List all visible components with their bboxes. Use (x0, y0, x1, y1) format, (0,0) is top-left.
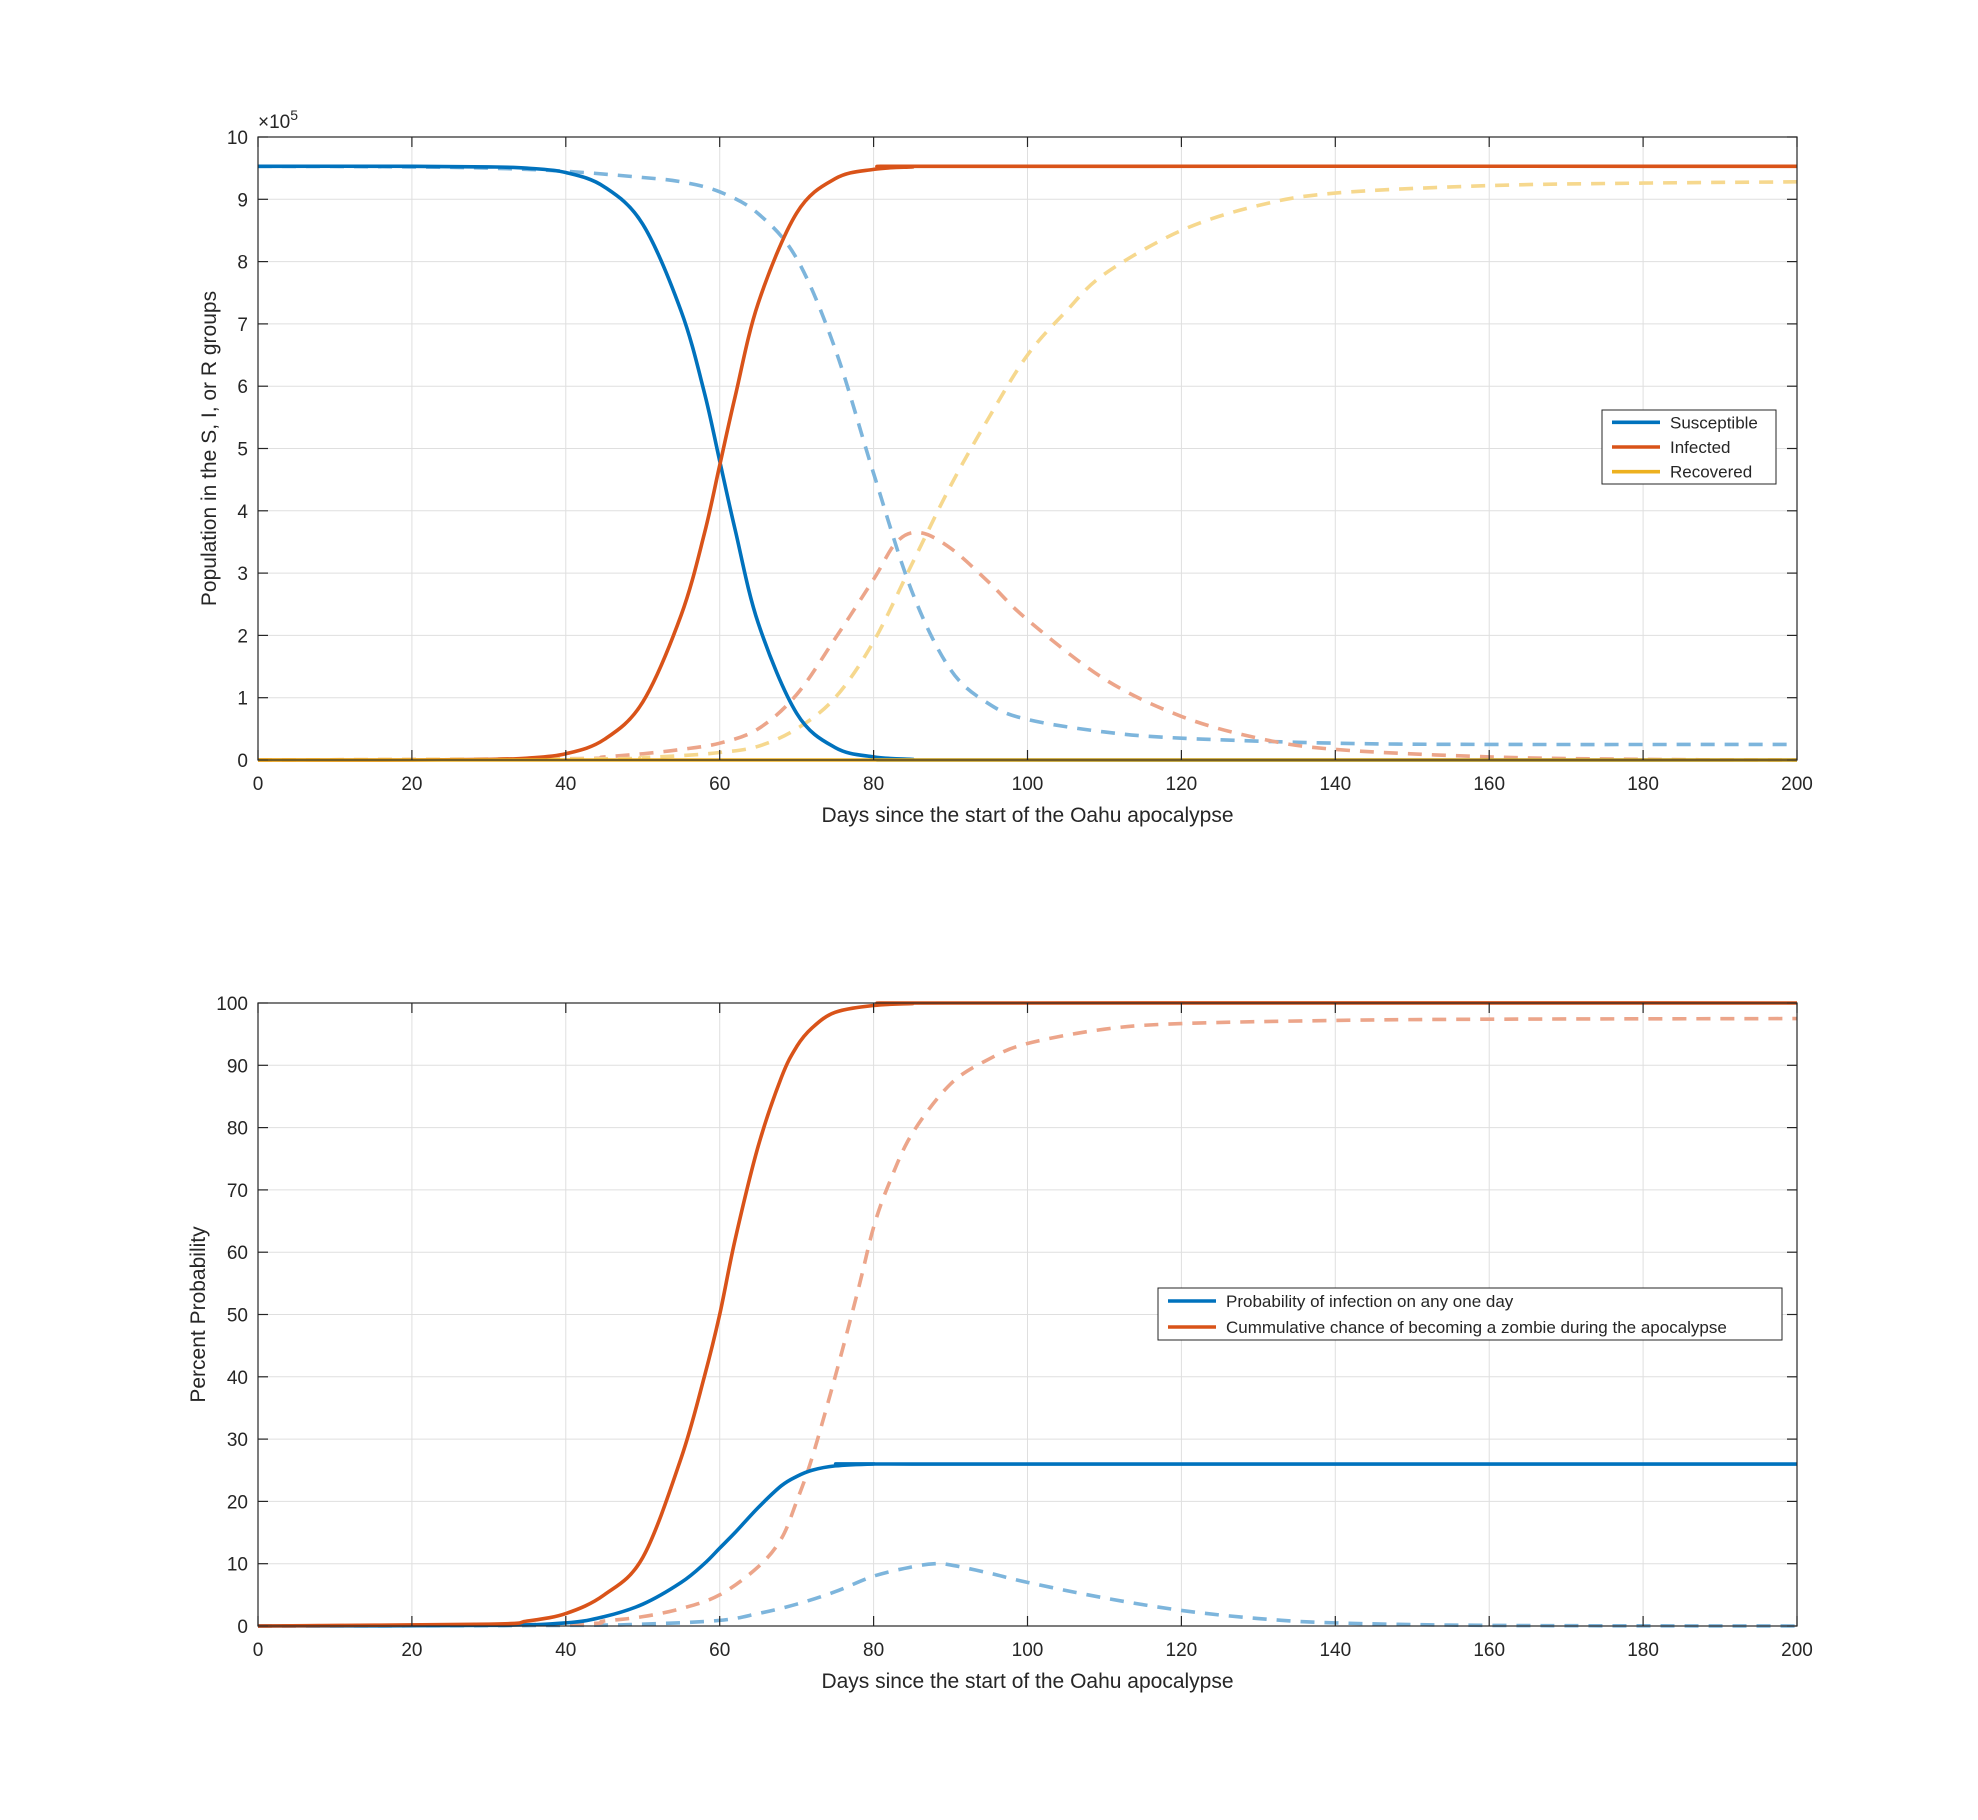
x-tick-label: 40 (555, 774, 576, 795)
x-tick-label: 20 (401, 1640, 422, 1661)
probability-chart: 0 20 40 60 80 100 120 140 160 180 200 0 10 20 30 40 50 60… (187, 994, 1813, 1693)
x-tick-label: 100 (1012, 774, 1044, 795)
probability-x-axis-label: Days since the start of the Oahu apocaly… (821, 1670, 1233, 1693)
x-tick-label: 160 (1473, 1640, 1505, 1661)
y-tick-label: 100 (216, 994, 248, 1015)
x-tick-label: 20 (401, 774, 422, 795)
probability-legend: Probability of infection on any one day C… (1157, 1287, 1783, 1341)
legend-entry-label: Infected (1670, 438, 1731, 457)
series-line-dashed-recovered-dashed (257, 180, 1798, 762)
x-tick-label: 200 (1781, 774, 1813, 795)
y-tick-label: 20 (227, 1492, 248, 1513)
population-ticks: 0 20 40 60 80 100 120 140 160 180 200 0 1 2 3 4 5 6 7 8 9 10 (227, 128, 1813, 795)
y-tick-label: 2 (237, 626, 248, 647)
series-line-dashed-infected-dashed (257, 1016, 1798, 1628)
legend-entry-label: Recovered (1670, 463, 1752, 482)
series-line-dashed-infected-dashed (257, 530, 1798, 762)
y-tick-label: 50 (227, 1306, 248, 1327)
probability-y-axis-label: Percent Probability (187, 1226, 210, 1403)
y-tick-label: 30 (227, 1430, 248, 1451)
probability-ticks: 0 20 40 60 80 100 120 140 160 180 200 0 10 20 30 40 50 60… (216, 994, 1813, 1661)
x-tick-label: 140 (1319, 774, 1351, 795)
y-tick-label: 8 (237, 253, 248, 274)
population-x-axis-label: Days since the start of the Oahu apocaly… (821, 804, 1233, 827)
x-tick-label: 60 (709, 1640, 730, 1661)
x-tick-label: 100 (1012, 1640, 1044, 1661)
y-tick-label: 9 (237, 190, 248, 211)
population-y-axis-label: Population in the S, I, or R groups (198, 291, 221, 606)
x-tick-label: 80 (863, 774, 884, 795)
population-legend: Susceptible Infected Recovered (1601, 409, 1777, 485)
probability-grid (258, 1003, 1797, 1626)
x-tick-label: 140 (1319, 1640, 1351, 1661)
population-chart: 0 20 40 60 80 100 120 140 160 180 200012345678910 … (198, 107, 1813, 827)
x-tick-label: 120 (1166, 1640, 1198, 1661)
series-line-probability-of-infection-on-any-one-day (257, 1462, 1797, 1628)
legend-entry-label: Susceptible (1670, 413, 1758, 432)
x-tick-label: 160 (1473, 774, 1505, 795)
y-tick-label: 70 (227, 1181, 248, 1202)
y-tick-label: 90 (227, 1056, 248, 1077)
x-tick-label: 120 (1166, 774, 1198, 795)
x-tick-label: 180 (1627, 774, 1659, 795)
y-tick-label: 4 (237, 502, 248, 523)
legend-box (1157, 1287, 1783, 1341)
x-tick-label: 40 (555, 1640, 576, 1661)
y-tick-label: 1 (237, 689, 248, 710)
y-tick-label: 10 (227, 1555, 248, 1576)
y-tick-label: 0 (237, 751, 248, 772)
x-tick-label: 0 (253, 774, 264, 795)
exponent-power: 5 (290, 107, 298, 123)
y-tick-label: 3 (237, 564, 248, 585)
y-tick-label: 5 (237, 440, 248, 461)
y-tick-label: 7 (237, 315, 248, 336)
y-tick-label: 80 (227, 1119, 248, 1140)
y-tick-label: 40 (227, 1368, 248, 1389)
x-tick-label: 200 (1781, 1640, 1813, 1661)
y-tick-label: 0 (237, 1617, 248, 1638)
population-y-exponent: ×105 (258, 107, 298, 133)
x-tick-label: 80 (863, 1640, 884, 1661)
y-tick-label: 60 (227, 1243, 248, 1264)
y-tick-label: 10 (227, 128, 248, 149)
series-line-infected (257, 164, 1798, 762)
x-tick-label: 180 (1627, 1640, 1659, 1661)
y-tick-label: 6 (237, 377, 248, 398)
series-line-dashed-susceptible-dashed (257, 164, 1798, 747)
x-tick-label: 60 (709, 774, 730, 795)
exponent-base: ×10 (258, 112, 290, 133)
population-grid (258, 137, 1797, 760)
legend-entry-label: Probability of infection on any one day (1226, 1292, 1514, 1311)
legend-entry-label: Cummulative chance of becoming a zombie … (1226, 1318, 1727, 1337)
x-tick-label: 0 (253, 1640, 264, 1661)
